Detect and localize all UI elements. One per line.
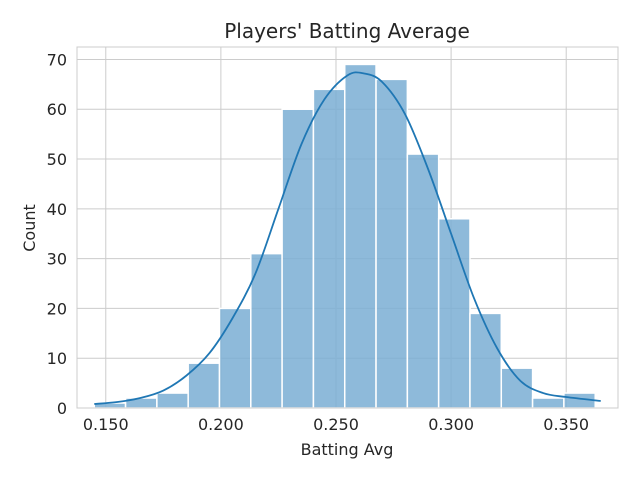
y-tick-labels: 0 10 20 30 40 50 60 70 xyxy=(47,50,67,418)
histogram-bar xyxy=(406,153,440,409)
kde-curve xyxy=(94,71,601,405)
y-tick-label: 40 xyxy=(47,200,67,219)
histogram-bar xyxy=(375,78,409,409)
chart-title: Players' Batting Average xyxy=(224,19,470,43)
y-tick-label: 60 xyxy=(47,100,67,119)
histogram-bar xyxy=(531,397,565,409)
bars xyxy=(93,63,596,409)
y-tick-label: 10 xyxy=(47,349,67,368)
x-axis-label: Batting Avg xyxy=(301,440,394,459)
x-tick-labels: 0.150 0.200 0.250 0.300 0.350 xyxy=(83,415,589,434)
x-tick-label: 0.300 xyxy=(428,415,474,434)
histogram-bar xyxy=(218,307,252,409)
histogram-bar xyxy=(469,312,503,409)
y-tick-label: 0 xyxy=(57,399,67,418)
y-tick-label: 50 xyxy=(47,150,67,169)
x-tick-label: 0.200 xyxy=(198,415,244,434)
histogram-bar xyxy=(343,63,377,409)
histogram-bar xyxy=(312,88,346,409)
x-tick-label: 0.150 xyxy=(83,415,129,434)
x-tick-label: 0.250 xyxy=(313,415,359,434)
y-tick-label: 30 xyxy=(47,250,67,269)
histogram-bar xyxy=(250,252,283,409)
y-tick-label: 70 xyxy=(47,50,67,69)
histogram-bar xyxy=(156,392,189,409)
histogram-bar xyxy=(437,218,471,409)
histogram-bar xyxy=(500,367,534,409)
y-tick-label: 20 xyxy=(47,299,67,318)
plot-frame xyxy=(76,46,619,409)
y-axis-label: Count xyxy=(20,204,39,252)
x-tick-label: 0.350 xyxy=(543,415,589,434)
